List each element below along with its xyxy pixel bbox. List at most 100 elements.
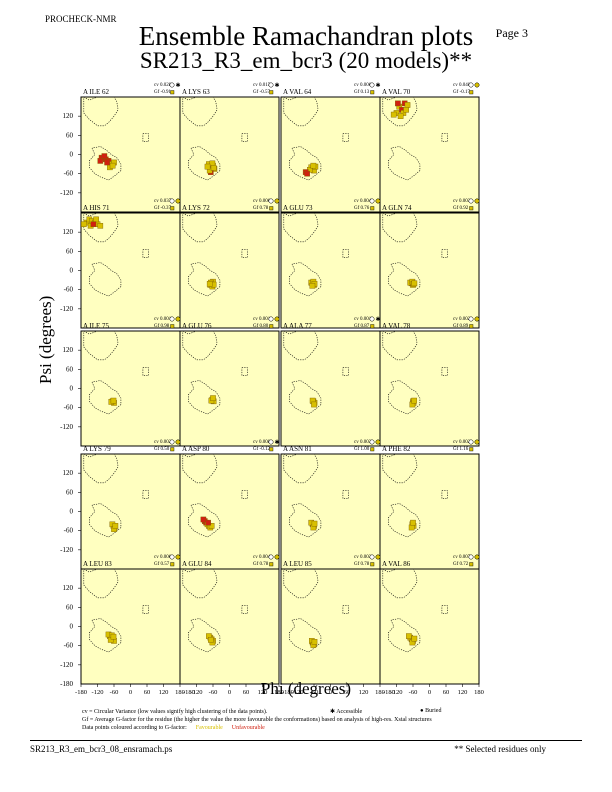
program-name: PROCHECK-NMR [45, 14, 117, 24]
gf-value: Gf 0.98 [154, 324, 170, 329]
y-tick-label: 60 [66, 365, 74, 373]
legend-buried-label: Buried [425, 708, 442, 714]
data-point [411, 280, 418, 287]
allowed-region-outline [342, 490, 349, 500]
x-tick-label: -120 [292, 689, 304, 696]
data-point [206, 281, 213, 287]
allowed-region-outline [188, 503, 221, 538]
plot-panel [80, 330, 181, 447]
gf-swatch [170, 447, 175, 452]
residue-label: A GLU 76 [182, 322, 212, 330]
plot-panel [80, 212, 181, 329]
gf-value: Gf 0.87 [354, 324, 370, 329]
x-tick-label: 60 [344, 689, 351, 696]
gf-swatch [370, 324, 375, 329]
allowed-region-outline [182, 96, 218, 127]
x-tick-label: 60 [443, 689, 450, 696]
x-tick-label: 120 [258, 689, 268, 696]
accessible-icon: ✱ [274, 82, 279, 89]
residue-label: A LYS 72 [182, 204, 210, 212]
accessible-icon: ✱ [375, 82, 380, 89]
buried-icon [175, 198, 181, 204]
gf-value: Gf 1.16 [453, 447, 469, 452]
allowed-region-outline [142, 367, 149, 377]
y-tick-label: -60 [64, 170, 74, 178]
x-tick-label: -60 [209, 689, 218, 696]
y-tick-label: -120 [60, 305, 73, 313]
x-tick-label: 180 [274, 689, 284, 696]
allowed-region-outline [89, 618, 122, 653]
data-point [107, 637, 114, 643]
x-tick-label: -60 [409, 689, 418, 696]
page-number: Page 3 [495, 26, 528, 40]
plot-panel [280, 453, 381, 570]
gf-swatch [370, 90, 375, 95]
gf-value: Gf -0.91 [154, 90, 171, 95]
legend-accessible-label: Accessible [336, 709, 363, 715]
buried-icon [375, 198, 381, 204]
x-axis-label: Phi (degrees) [260, 679, 352, 698]
y-tick-label: -60 [64, 286, 74, 294]
y-tick-label: 120 [63, 469, 74, 477]
gf-swatch [170, 90, 175, 95]
y-tick-label: -60 [64, 404, 74, 412]
gf-value: Gf 0.80 [253, 324, 269, 329]
data-point [104, 159, 110, 166]
legend-accessible: ✱ Accessible [330, 708, 362, 715]
data-point [110, 397, 117, 404]
y-tick-label: 0 [70, 508, 74, 516]
x-tick-label: -120 [92, 689, 104, 696]
allowed-region-outline [283, 568, 319, 599]
residue-label: A VAL 64 [283, 88, 312, 96]
allowed-region-outline [142, 133, 149, 142]
legend-unfavourable: Unfavourable [231, 725, 265, 731]
cv-value: cv 0.003 [453, 199, 471, 204]
allowed-region-outline [288, 262, 322, 297]
residue-label: A ALA 77 [283, 322, 312, 330]
buried-icon [474, 316, 480, 322]
buried-icon [375, 439, 381, 445]
cv-symbol-icon [268, 439, 274, 445]
data-point [395, 100, 401, 107]
x-tick-label: 60 [144, 689, 151, 696]
allowed-region-outline [382, 453, 418, 484]
data-point [310, 162, 317, 169]
cv-symbol-icon [468, 198, 474, 204]
cv-value: cv 0.002 [453, 440, 471, 445]
residue-label: A ASP 80 [182, 445, 210, 453]
buried-icon [175, 439, 181, 445]
allowed-region-outline [283, 330, 319, 361]
residue-label: A LYS 63 [182, 88, 210, 96]
allowed-region-outline [441, 367, 448, 377]
data-point [397, 113, 404, 119]
allowed-region-outline [441, 249, 448, 259]
legend-cv: cv = Circular Variance (low values signi… [82, 709, 268, 715]
cv-value: cv 0.001 [253, 317, 271, 322]
allowed-region-outline [188, 380, 221, 415]
buried-icon [474, 554, 480, 560]
gf-value: Gf 0.89 [453, 324, 469, 329]
cv-value: cv 0.015 [253, 83, 271, 88]
plot-panel [280, 212, 381, 329]
plot-panel [80, 568, 181, 685]
cv-symbol-icon [369, 439, 375, 445]
data-point [404, 102, 411, 108]
data-point [80, 221, 87, 228]
allowed-region-outline [387, 503, 421, 538]
buried-icon [274, 316, 280, 322]
x-tick-label: 60 [243, 689, 250, 696]
gf-value: Gf -0.37 [154, 206, 171, 211]
allowed-region-outline [142, 605, 149, 615]
page-title: Ensemble Ramachandran plots [138, 21, 474, 51]
legend-buried: ● Buried [420, 708, 441, 714]
allowed-region-outline [89, 503, 122, 538]
allowed-region-outline [342, 367, 349, 377]
x-tick-label: 180 [375, 689, 385, 696]
x-tick-label: 0 [329, 689, 332, 696]
y-tick-label: -60 [64, 642, 74, 650]
x-tick-label: -180 [282, 689, 294, 696]
cv-value: cv 0.004 [354, 199, 372, 204]
cv-value: cv 0.001 [354, 317, 372, 322]
data-point [411, 397, 417, 404]
x-tick-label: 0 [228, 689, 231, 696]
